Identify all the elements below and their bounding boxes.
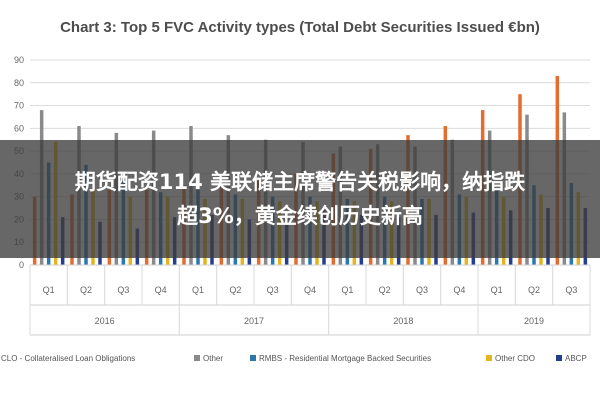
x-axis: Q1 Q2 Q3 Q4 Q1 Q2 Q3 Q4 Q1 Q2 Q3 Q4 Q1 Q2 Q3 2016 2017 20…	[29, 264, 591, 336]
year-label: 2017	[244, 316, 264, 326]
headline-overlay: 期货配资114 美联储主席警告关税影响，纳指跌 超3%，黄金续创历史新高	[0, 140, 600, 258]
year-label: 2016	[95, 316, 115, 326]
year-label: 2019	[524, 316, 544, 326]
headline-text: 期货配资114 美联储主席警告关税影响，纳指跌 超3%，黄金续创历史新高	[10, 165, 590, 233]
legend-label: Other CDO	[495, 354, 535, 363]
headline-line-2: 超3%，黄金续创历史新高	[177, 204, 423, 228]
x-tick-label: Q2	[379, 285, 391, 295]
y-tick-label: 90	[14, 55, 24, 65]
x-tick-label: Q2	[528, 285, 540, 295]
x-tick-label: Q3	[267, 285, 279, 295]
x-tick-label: Q1	[491, 285, 503, 295]
legend-label: RMBS - Residential Mortgage Backed Secur…	[259, 354, 431, 363]
x-tick-label: Q1	[192, 285, 204, 295]
x-tick-label: Q2	[229, 285, 241, 295]
x-tick-label: Q3	[416, 285, 428, 295]
y-tick-label: 80	[14, 78, 24, 88]
x-tick-label: Q1	[341, 285, 353, 295]
year-label: 2018	[393, 316, 413, 326]
legend-label: CLO - Collateralised Loan Obligations	[1, 354, 135, 363]
x-tick-label: Q3	[117, 285, 129, 295]
headline-line-1: 期货配资114 美联储主席警告关税影响，纳指跌	[74, 170, 526, 194]
x-tick-label: Q3	[565, 285, 577, 295]
x-tick-label: Q1	[43, 285, 55, 295]
y-tick-label: 70	[14, 101, 24, 111]
x-tick-label: Q4	[453, 285, 465, 295]
legend-label: ABCP	[565, 354, 587, 363]
chart-title: Chart 3: Top 5 FVC Activity types (Total…	[60, 19, 540, 36]
legend-swatch	[250, 355, 256, 361]
legend-swatch	[486, 355, 492, 361]
y-tick-label: 60	[14, 123, 24, 133]
legend: CLO - Collateralised Loan Obligations Oth…	[1, 354, 587, 363]
x-tick-label: Q2	[80, 285, 92, 295]
legend-label: Other	[203, 354, 223, 363]
legend-swatch	[556, 355, 562, 361]
x-tick-label: Q4	[304, 285, 316, 295]
x-tick-label: Q4	[155, 285, 167, 295]
legend-swatch	[194, 355, 200, 361]
y-tick-label: 0	[19, 260, 24, 270]
